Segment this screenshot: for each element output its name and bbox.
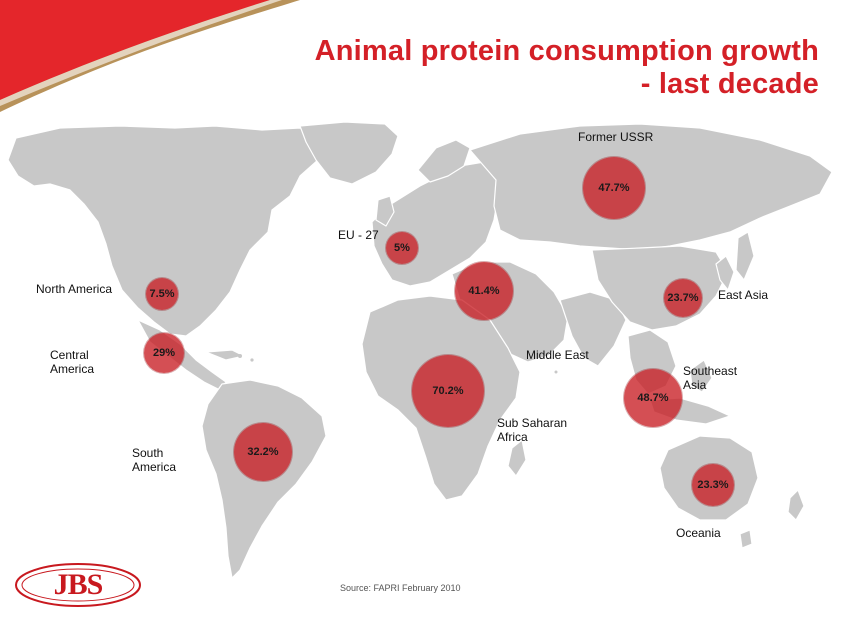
land-south-asia bbox=[559, 291, 627, 367]
bubble-former-ussr: 47.7% bbox=[583, 157, 645, 219]
value-central-america: 29% bbox=[152, 347, 176, 359]
label-sub-saharan-africa: Sub Saharan Africa bbox=[497, 416, 568, 444]
land-north-america bbox=[7, 125, 323, 337]
bubble-east-asia: 23.7% bbox=[664, 279, 702, 317]
bubble-southeast-asia: 48.7% bbox=[624, 369, 682, 427]
value-middle-east: 41.4% bbox=[468, 285, 500, 297]
slide-title-line-1: Animal protein consumption growth bbox=[314, 35, 819, 67]
value-eu-27: 5% bbox=[394, 242, 410, 254]
value-former-ussr: 47.7% bbox=[598, 182, 630, 194]
label-east-asia: East Asia bbox=[718, 288, 769, 302]
land-former-ussr bbox=[469, 123, 833, 251]
value-east-asia: 23.7% bbox=[667, 292, 699, 304]
land-greenland bbox=[299, 121, 399, 185]
bubble-middle-east: 41.4% bbox=[455, 262, 513, 320]
value-south-america: 32.2% bbox=[247, 446, 279, 458]
jbs-logo: JBS bbox=[14, 562, 142, 608]
value-sub-saharan-africa: 70.2% bbox=[432, 385, 464, 397]
label-north-america: North America bbox=[36, 282, 113, 296]
label-eu-27: EU - 27 bbox=[338, 228, 379, 242]
label-former-ussr: Former USSR bbox=[578, 130, 654, 144]
bubble-oceania: 23.3% bbox=[692, 464, 734, 506]
bubble-north-america: 7.5% bbox=[146, 278, 178, 310]
value-oceania: 23.3% bbox=[697, 479, 729, 491]
label-oceania: Oceania bbox=[676, 526, 721, 540]
bubble-sub-saharan-africa: 70.2% bbox=[412, 355, 484, 427]
source-note: Source: FAPRI February 2010 bbox=[340, 583, 461, 593]
label-southeast-asia: Southeast Asia bbox=[683, 364, 738, 392]
value-southeast-asia: 48.7% bbox=[637, 392, 669, 404]
bubble-central-america: 29% bbox=[144, 333, 184, 373]
label-central-america: Central America bbox=[50, 348, 95, 376]
logo-text: JBS bbox=[53, 568, 104, 601]
bubble-south-america: 32.2% bbox=[234, 423, 292, 481]
value-north-america: 7.5% bbox=[149, 288, 175, 300]
slide-title-line-2: - last decade bbox=[640, 68, 819, 100]
label-middle-east: Middle East bbox=[526, 348, 589, 362]
bubble-eu-27: 5% bbox=[386, 232, 418, 264]
label-south-america: South America bbox=[132, 446, 177, 474]
